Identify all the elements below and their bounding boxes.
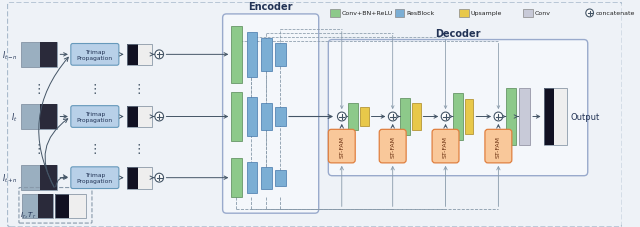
Circle shape: [337, 113, 346, 121]
Bar: [401, 98, 410, 136]
Bar: [465, 99, 474, 135]
Bar: [246, 32, 257, 78]
Text: $I_{t+n}$: $I_{t+n}$: [2, 172, 18, 184]
Bar: [231, 158, 242, 197]
Text: Output: Output: [570, 113, 600, 121]
Text: Upsample: Upsample: [470, 11, 502, 16]
Text: ⋮: ⋮: [33, 83, 45, 96]
FancyBboxPatch shape: [328, 40, 588, 176]
Circle shape: [155, 113, 164, 121]
Bar: [261, 167, 271, 189]
Bar: [543, 89, 554, 146]
Circle shape: [155, 173, 164, 182]
Bar: [40, 42, 58, 68]
Bar: [127, 106, 138, 128]
Bar: [138, 167, 152, 189]
Text: ST-FAM: ST-FAM: [443, 136, 448, 157]
Bar: [330, 10, 340, 18]
Bar: [349, 103, 358, 131]
Bar: [554, 89, 566, 146]
Circle shape: [441, 113, 450, 121]
Text: Trimap
Propagation: Trimap Propagation: [77, 49, 113, 61]
Bar: [543, 89, 566, 146]
Circle shape: [494, 113, 502, 121]
Bar: [127, 106, 152, 128]
Bar: [40, 104, 58, 130]
Text: Trimap
Propagation: Trimap Propagation: [77, 172, 113, 183]
Circle shape: [155, 51, 164, 59]
Bar: [459, 10, 468, 18]
Text: $I_{t-n}$: $I_{t-n}$: [2, 49, 18, 61]
FancyBboxPatch shape: [223, 15, 319, 213]
Bar: [138, 106, 152, 128]
Bar: [21, 165, 58, 191]
Bar: [246, 162, 257, 194]
FancyBboxPatch shape: [380, 130, 406, 163]
FancyBboxPatch shape: [432, 130, 459, 163]
Bar: [40, 165, 58, 191]
FancyBboxPatch shape: [485, 130, 512, 163]
Bar: [524, 10, 533, 18]
Bar: [69, 195, 86, 218]
Bar: [231, 27, 242, 84]
Text: Encoder: Encoder: [248, 2, 293, 12]
Text: ResBlock: ResBlock: [406, 11, 435, 16]
Text: ⋮: ⋮: [88, 83, 101, 96]
Text: ⋮: ⋮: [33, 142, 45, 155]
Bar: [138, 44, 152, 66]
FancyBboxPatch shape: [71, 167, 119, 189]
Bar: [261, 38, 271, 72]
Bar: [275, 107, 286, 127]
Bar: [231, 92, 242, 142]
Bar: [22, 195, 52, 218]
Text: concatenate: concatenate: [595, 11, 635, 16]
Text: Conv+BN+ReLU: Conv+BN+ReLU: [342, 11, 393, 16]
Circle shape: [388, 113, 397, 121]
FancyBboxPatch shape: [71, 44, 119, 66]
Bar: [275, 170, 286, 186]
Bar: [261, 103, 271, 131]
Bar: [127, 167, 138, 189]
Bar: [38, 195, 52, 218]
Bar: [360, 107, 369, 127]
Bar: [56, 195, 69, 218]
Text: Decoder: Decoder: [435, 28, 481, 38]
Text: ⋮: ⋮: [132, 83, 145, 96]
Text: ST-FAM: ST-FAM: [496, 136, 501, 157]
Bar: [127, 44, 138, 66]
Bar: [127, 167, 152, 189]
Text: ⋮: ⋮: [132, 142, 145, 155]
Text: Trimap
Propagation: Trimap Propagation: [77, 111, 113, 123]
Bar: [412, 103, 420, 131]
Bar: [506, 89, 516, 146]
Text: ST-FAM: ST-FAM: [339, 136, 344, 157]
Text: ⋮: ⋮: [88, 142, 101, 155]
Text: $I_r, T_r$: $I_r, T_r$: [20, 210, 36, 220]
Bar: [127, 44, 152, 66]
Circle shape: [586, 10, 593, 18]
Bar: [275, 43, 286, 67]
Bar: [56, 195, 86, 218]
Bar: [246, 97, 257, 137]
Text: $I_t$: $I_t$: [12, 111, 18, 123]
Text: ST-FAM: ST-FAM: [390, 136, 395, 157]
Text: Conv: Conv: [535, 11, 551, 16]
Bar: [453, 94, 463, 141]
Bar: [518, 89, 530, 146]
FancyBboxPatch shape: [71, 106, 119, 128]
Bar: [395, 10, 404, 18]
FancyBboxPatch shape: [8, 3, 622, 227]
Bar: [21, 42, 58, 68]
FancyBboxPatch shape: [328, 130, 355, 163]
Bar: [21, 104, 58, 130]
